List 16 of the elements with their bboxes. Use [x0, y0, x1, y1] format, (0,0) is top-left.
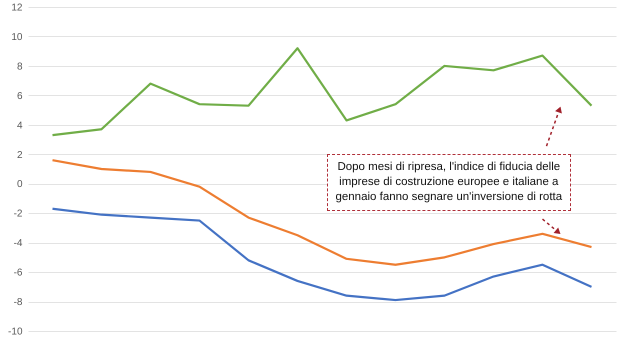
y-tick-label: -6	[14, 268, 23, 279]
y-tick-label: 8	[16, 61, 23, 72]
y-tick-label: -4	[14, 238, 23, 250]
y-tick-label: 0	[16, 179, 23, 190]
y-tick-label: -10	[8, 326, 23, 338]
y-tick-label: 4	[16, 120, 23, 132]
note-box: Dopo mesi di ripresa, l'indice di fiducia delle imprese di costruzione europee e italiane a gennaio fanno segnare un'inversione di rotta	[326, 154, 572, 212]
y-tick-label: 10	[11, 32, 23, 43]
y-tick-label: 2	[16, 150, 23, 161]
line-series	[51, 208, 593, 302]
y-tick-label: -8	[14, 297, 23, 308]
y-tick-label: -2	[14, 208, 23, 220]
y-tick-label: 12	[11, 2, 23, 14]
line-series	[51, 159, 593, 266]
line-series	[51, 47, 593, 136]
y-tick-label: 6	[16, 90, 23, 102]
